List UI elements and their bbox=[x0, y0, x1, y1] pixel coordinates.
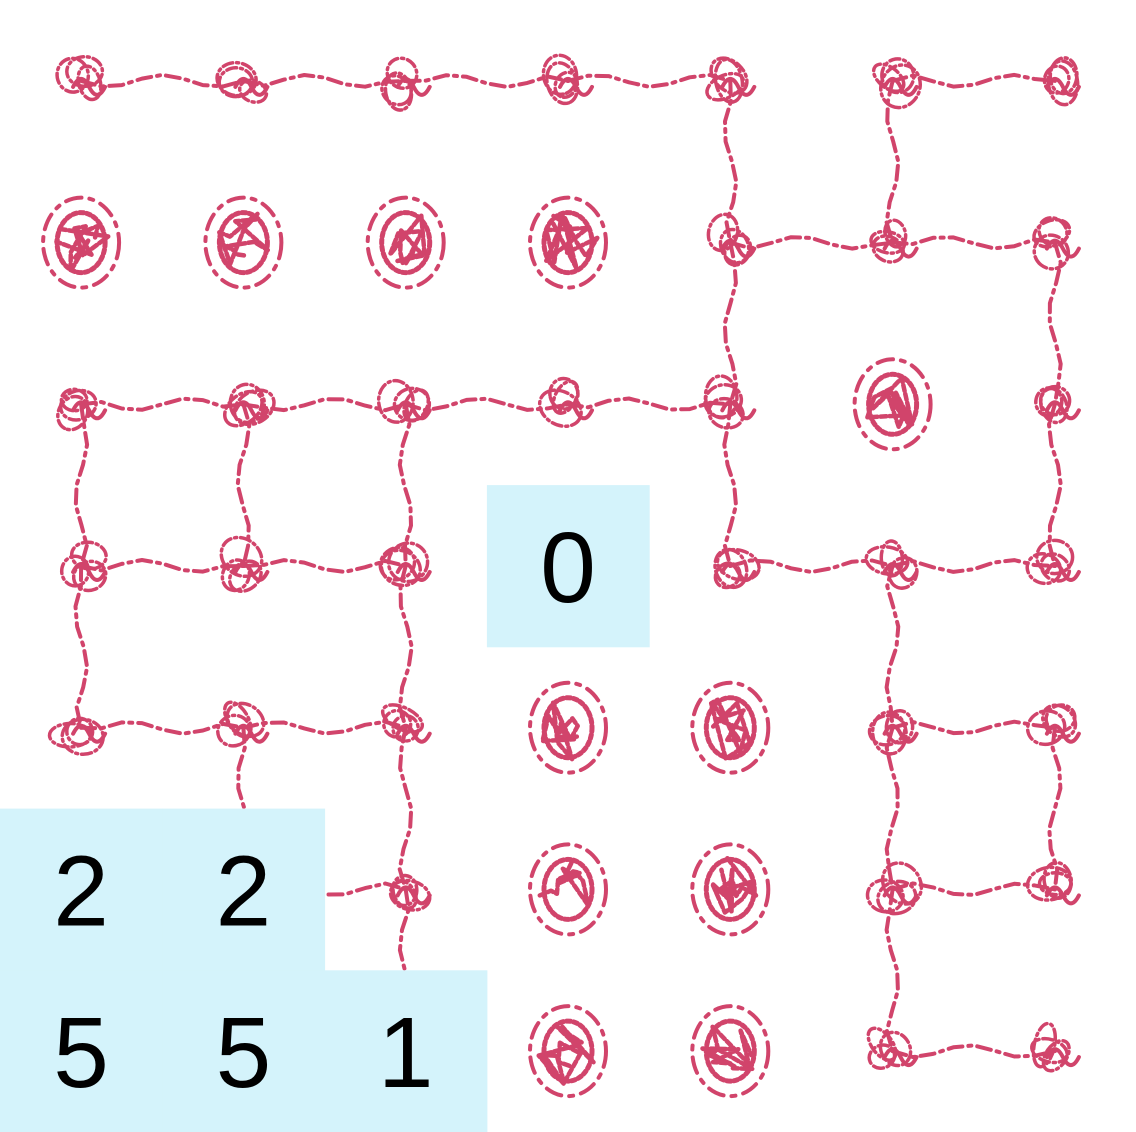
path-link bbox=[397, 725, 414, 892]
path-link bbox=[79, 720, 246, 736]
tangle-blobs bbox=[41, 195, 933, 1099]
path-node bbox=[216, 700, 270, 748]
path-link bbox=[723, 78, 739, 245]
path-node bbox=[1032, 216, 1081, 271]
tangle-blob bbox=[528, 195, 608, 290]
path-node bbox=[1025, 860, 1081, 906]
path-link bbox=[1047, 402, 1063, 568]
path-node bbox=[871, 57, 923, 110]
clue-cells: 02 25 5 1 bbox=[0, 485, 650, 1132]
path-link bbox=[722, 240, 739, 407]
tangle-blob bbox=[852, 357, 933, 452]
path-link bbox=[397, 564, 414, 730]
tangle-blob bbox=[528, 842, 608, 937]
clue-cell-highlight bbox=[486, 485, 650, 648]
tangle-blob bbox=[41, 195, 122, 290]
clue-cell-highlight bbox=[162, 808, 326, 971]
path-link bbox=[73, 564, 90, 730]
path-link bbox=[403, 73, 570, 89]
path-link bbox=[890, 235, 1057, 251]
path-node bbox=[55, 54, 108, 102]
path-node bbox=[864, 539, 919, 590]
clue-cell[interactable]: 5 bbox=[0, 970, 163, 1132]
path-link bbox=[397, 402, 413, 568]
clue-digit: 1 bbox=[378, 997, 434, 1109]
path-node bbox=[47, 716, 108, 757]
path-link bbox=[241, 73, 408, 89]
path-link bbox=[566, 396, 733, 412]
path-link bbox=[884, 564, 901, 730]
path-link bbox=[884, 887, 900, 1054]
path-node bbox=[867, 708, 919, 756]
path-node bbox=[865, 861, 924, 916]
tangle-blob bbox=[365, 195, 446, 290]
clue-digit: 0 bbox=[540, 512, 596, 624]
clue-cell[interactable]: 1 bbox=[324, 970, 488, 1132]
path-node bbox=[869, 218, 919, 264]
path-nodes bbox=[47, 53, 1081, 1073]
clue-cell[interactable]: 0 bbox=[486, 485, 650, 648]
path-node bbox=[378, 541, 432, 588]
path-node bbox=[215, 60, 270, 104]
path-node bbox=[706, 212, 757, 267]
path-node bbox=[223, 382, 276, 428]
clue-cell[interactable]: 5 bbox=[162, 970, 326, 1132]
path-node bbox=[537, 376, 594, 429]
path-node bbox=[1042, 56, 1081, 107]
path-link bbox=[241, 558, 408, 574]
path-node bbox=[388, 873, 432, 912]
tangle-blob bbox=[690, 680, 771, 775]
path-node bbox=[59, 540, 108, 593]
path-link bbox=[566, 73, 733, 89]
path-node bbox=[376, 378, 432, 424]
tangle-blob bbox=[690, 1004, 771, 1099]
path-link bbox=[73, 402, 90, 568]
path-link bbox=[722, 402, 738, 568]
clue-digit: 5 bbox=[53, 997, 109, 1109]
path-link bbox=[79, 396, 246, 412]
path-link bbox=[1047, 240, 1063, 407]
path-link bbox=[241, 719, 408, 736]
path-link bbox=[728, 235, 895, 251]
path-node bbox=[713, 547, 761, 590]
path-node bbox=[541, 53, 594, 106]
path-link bbox=[884, 78, 901, 245]
path-node bbox=[1025, 538, 1081, 586]
clue-cell-highlight bbox=[324, 970, 488, 1132]
path-node bbox=[56, 387, 108, 432]
clue-digit: 2 bbox=[53, 835, 109, 947]
clue-cell-highlight bbox=[0, 970, 163, 1132]
clue-cell-highlight bbox=[0, 808, 163, 971]
path-node bbox=[866, 1026, 919, 1070]
path-node bbox=[705, 56, 757, 104]
path-link bbox=[79, 72, 246, 89]
clue-digit: 5 bbox=[216, 997, 272, 1109]
path-node bbox=[1030, 1021, 1081, 1073]
clue-cell[interactable]: 2 bbox=[162, 808, 326, 971]
path-node bbox=[1025, 703, 1081, 747]
tangle-blob bbox=[528, 680, 608, 775]
clue-cell-highlight bbox=[162, 970, 326, 1132]
tangle-blob bbox=[528, 1004, 608, 1099]
path-node bbox=[1034, 384, 1081, 425]
tangle-blob bbox=[690, 842, 771, 937]
clue-cell[interactable]: 2 bbox=[0, 808, 163, 971]
path-link bbox=[79, 558, 246, 574]
clue-digit: 2 bbox=[216, 835, 272, 947]
path-node bbox=[219, 535, 270, 593]
path-node bbox=[380, 56, 432, 112]
path-node bbox=[703, 374, 757, 430]
path-link bbox=[890, 1043, 1057, 1060]
path-node bbox=[380, 703, 432, 744]
tangle-blob bbox=[203, 195, 284, 290]
